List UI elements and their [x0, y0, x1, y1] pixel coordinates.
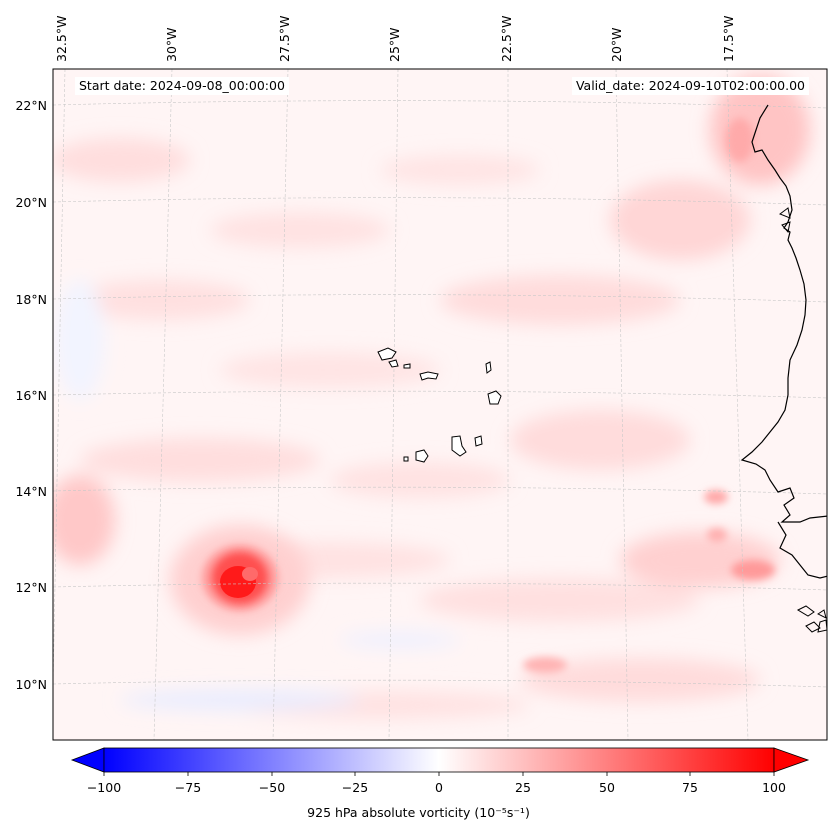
- vorticity-maximum: [170, 525, 310, 635]
- latitude-labels: 22°N 20°N 18°N 16°N 14°N 12°N 10°N: [15, 98, 47, 692]
- colorbar-tick-label: −50: [259, 780, 285, 795]
- map-panel: [53, 69, 827, 740]
- gridline-lon: [153, 69, 173, 740]
- map-frame: [52, 68, 828, 741]
- island-santa-luzia: [403, 363, 411, 369]
- colorbar: −100 −75 −50 −25 0 25 50 75 100: [70, 747, 810, 795]
- gridline-lat: [53, 582, 827, 591]
- start-date-label: Start date: 2024-09-08_00:00:00: [75, 77, 289, 95]
- island-boa-vista: [487, 390, 502, 405]
- gridline-lon: [726, 69, 749, 740]
- colorbar-tick-label: 100: [762, 780, 786, 795]
- colorbar-tick-label: 0: [435, 780, 443, 795]
- lon-label: 17.5°W: [721, 16, 736, 62]
- lon-label: 30°W: [164, 27, 179, 62]
- gridline-lat: [53, 390, 827, 399]
- lon-label: 27.5°W: [277, 16, 292, 62]
- island-fogo: [415, 449, 429, 463]
- gridline-lat: [53, 294, 827, 303]
- colorbar-tick-label: 25: [515, 780, 531, 795]
- lat-label: 18°N: [15, 292, 47, 307]
- graticule: [53, 69, 827, 740]
- gridline-lat: [53, 486, 827, 495]
- cabo-verde-islands: [377, 347, 502, 463]
- lat-label: 16°N: [15, 388, 47, 403]
- lat-label: 10°N: [15, 677, 47, 692]
- colorbar-tick-label: −75: [175, 780, 201, 795]
- island-santo-antao: [377, 347, 397, 361]
- gridline-lat: [53, 679, 827, 688]
- gridline-lon: [272, 69, 289, 740]
- island-brava: [403, 456, 409, 462]
- gridline-lon: [388, 69, 399, 740]
- lat-label: 22°N: [15, 98, 47, 113]
- colorbar-body: [103, 747, 775, 773]
- island-maio: [474, 435, 483, 447]
- gridline-lat: [53, 100, 827, 109]
- longitude-labels: 32.5°W 30°W 27.5°W 25°W 22.5°W 20°W 17.5…: [54, 16, 736, 62]
- island-sao-vicente: [388, 359, 399, 368]
- colorbar-tick-label: 50: [599, 780, 615, 795]
- colorbar-extend-max: [773, 747, 810, 773]
- colorbar-tick-label: −25: [342, 780, 368, 795]
- colorbar-ticks: [103, 772, 775, 776]
- colorbar-label: 925 hPa absolute vorticity (10⁻⁵s⁻¹): [307, 805, 530, 820]
- lon-label: 32.5°W: [54, 16, 69, 62]
- africa-coastline: [777, 521, 827, 579]
- colorbar-extend-min: [70, 747, 105, 773]
- island-sal: [485, 361, 492, 374]
- coast-detail: [778, 207, 791, 234]
- vorticity-features: [523, 118, 775, 673]
- lon-label: 20°W: [609, 27, 624, 62]
- island-santiago: [451, 435, 467, 457]
- gridline-lon: [615, 69, 629, 740]
- lon-label: 25°W: [387, 27, 402, 62]
- gridline-lon: [53, 69, 66, 704]
- gridline-lat: [53, 197, 827, 206]
- lat-label: 12°N: [15, 580, 47, 595]
- colorbar-tick-label: −100: [87, 780, 121, 795]
- island-sao-nicolau: [419, 371, 439, 381]
- lat-label: 20°N: [15, 195, 47, 210]
- guinea-bissau-islands: [796, 605, 827, 633]
- colorbar-tick-label: 75: [682, 780, 698, 795]
- lon-label: 22.5°W: [499, 16, 514, 62]
- africa-coastline: [740, 104, 827, 523]
- lat-label: 14°N: [15, 484, 47, 499]
- valid-date-label: Valid_date: 2024-09-10T02:00:00.00: [571, 77, 809, 95]
